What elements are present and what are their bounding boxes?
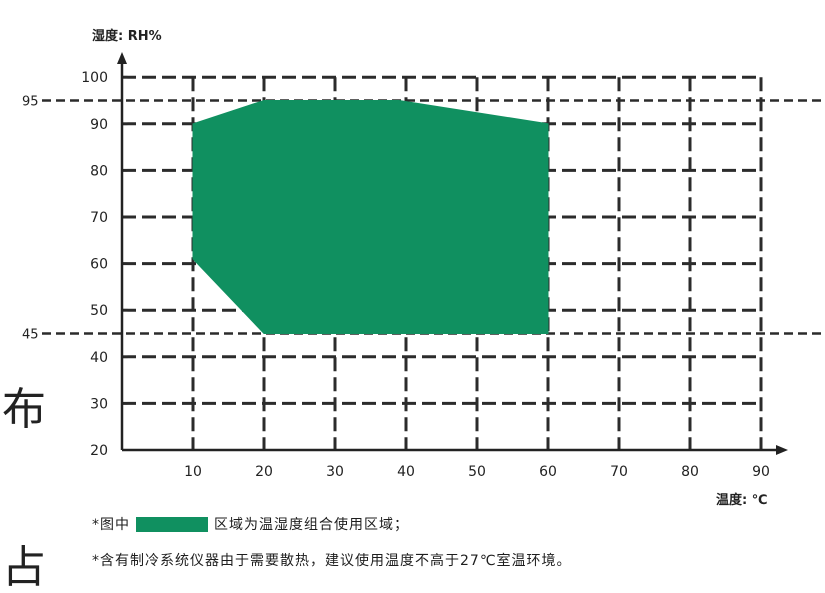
y-tick-label: 60 — [90, 257, 108, 273]
x-tick-label: 30 — [326, 464, 344, 480]
y-tick-label: 80 — [90, 163, 108, 179]
y-tick-label: 20 — [90, 443, 108, 459]
humidity-temperature-chart: 95 45 20 30 40 50 60 70 80 90 100 10 20 30 40 50 60 70 80 9… — [22, 28, 825, 508]
x-tick-label: 80 — [681, 464, 699, 480]
x-tick-label: 20 — [255, 464, 273, 480]
y-tick-label: 90 — [90, 117, 108, 133]
side-text-1: 布 — [2, 384, 46, 435]
y-tick-label: 50 — [90, 303, 108, 319]
x-tick-label: 40 — [397, 464, 415, 480]
y-tick-label: 100 — [81, 70, 108, 86]
reference-label: 45 — [22, 328, 39, 343]
x-tick-label: 10 — [184, 464, 202, 480]
y-axis-label: 湿度: RH% — [92, 28, 162, 44]
cooling-note-text: *含有制冷系统仪器由于需要散热，建议使用温度不高于27℃室温环境。 — [92, 553, 572, 569]
x-tick-label: 90 — [752, 464, 770, 480]
y-tick-label: 30 — [90, 396, 108, 412]
y-axis-arrow — [117, 52, 127, 64]
x-tick-label: 70 — [610, 464, 628, 480]
side-text-2: 占 — [2, 542, 46, 593]
legend-note-suffix: 区域为温湿度组合使用区域； — [214, 517, 409, 533]
legend-swatch — [136, 516, 208, 532]
y-tick-label: 40 — [90, 350, 108, 366]
usage-region — [192, 100, 549, 334]
y-tick-label: 70 — [90, 210, 108, 226]
legend-note-prefix: *图中 — [92, 517, 130, 533]
x-tick-label: 50 — [468, 464, 486, 480]
reference-label: 95 — [22, 95, 39, 110]
x-tick-label: 60 — [539, 464, 557, 480]
legend-note: *图中 区域为温湿度组合使用区域； — [92, 514, 409, 534]
x-axis-label: 温度: ℃ — [716, 492, 767, 508]
x-axis-arrow — [776, 445, 788, 455]
cooling-note: *含有制冷系统仪器由于需要散热，建议使用温度不高于27℃室温环境。 — [92, 550, 572, 570]
